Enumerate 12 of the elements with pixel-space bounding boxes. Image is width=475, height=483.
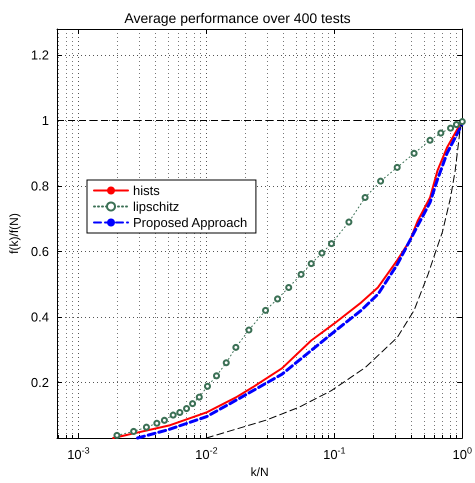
y-tick-label: 1 — [42, 113, 49, 128]
y-tick-label: 0.8 — [30, 178, 49, 194]
y-axis-title: f(k)/f(N) — [7, 213, 22, 254]
y-tick-label: 0.4 — [30, 309, 49, 324]
legend-label: lipschitz — [133, 199, 180, 214]
x-axis-title: k/N — [250, 465, 269, 479]
legend-label: Proposed Approach — [133, 215, 248, 230]
y-tick-label: 0.2 — [30, 374, 49, 390]
y-tick-label: 1.2 — [30, 48, 49, 63]
chart-title: Average performance over 400 tests — [124, 10, 351, 26]
legend-label: hists — [133, 183, 160, 198]
y-tick-label: 0.6 — [30, 244, 49, 259]
